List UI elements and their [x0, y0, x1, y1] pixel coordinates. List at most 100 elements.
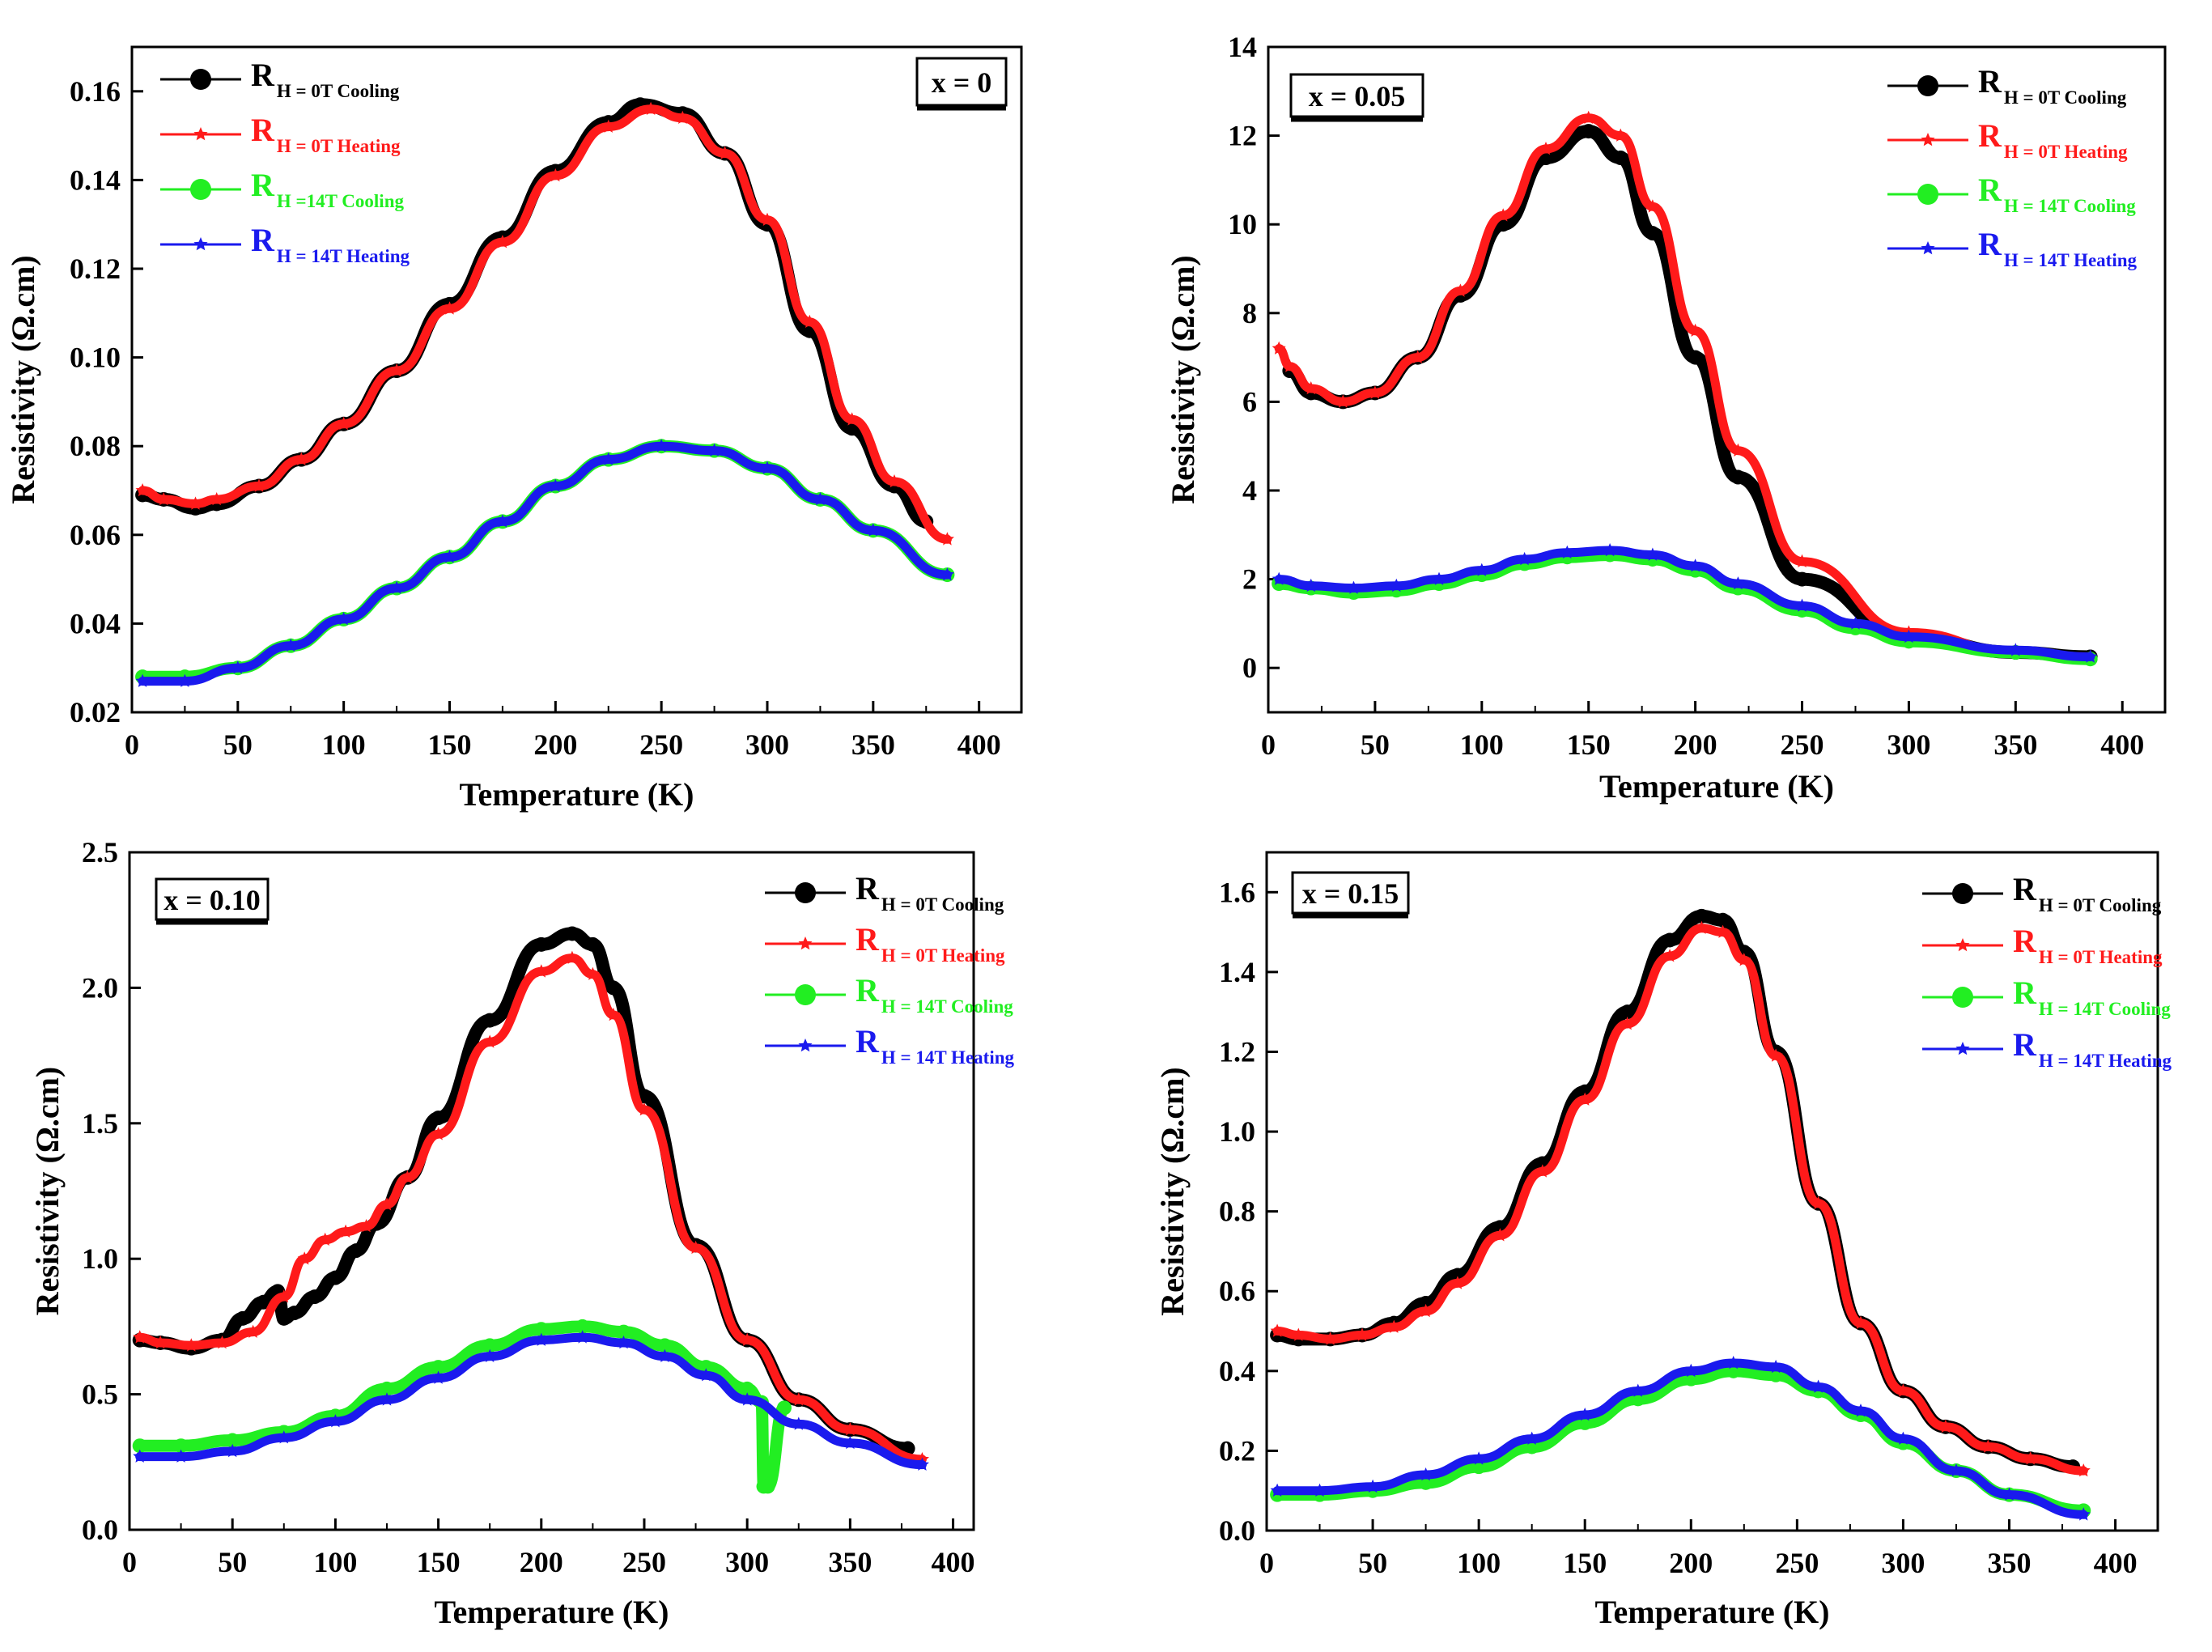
panel-tag-box [1289, 73, 1424, 118]
x-tick-label: 400 [932, 1546, 975, 1578]
data-point-heating_14T [328, 1414, 342, 1428]
data-point-heating_14T [617, 1336, 631, 1349]
x-tick-label: 300 [745, 728, 789, 761]
data-point-heating_0T [210, 492, 224, 506]
data-point-heating_0T [1768, 1048, 1783, 1062]
data-point-heating_0T [940, 532, 954, 546]
data-point-heating_0T [1492, 1228, 1507, 1242]
legend-r: R [251, 57, 275, 93]
data-point-heating_14T [1560, 545, 1574, 558]
data-point-heating_0T [359, 1219, 374, 1233]
data-point-heating_0T [1613, 128, 1628, 142]
data-point-heating_0T [2023, 1451, 2038, 1465]
legend-marker-heating_14T [798, 1038, 813, 1052]
legend-marker-cooling_0T [1952, 883, 1973, 904]
data-point-heating_0T [675, 110, 690, 124]
data-point-heating_0T [718, 146, 732, 159]
x-tick-label: 200 [1674, 728, 1717, 761]
y-axis-title: Resistivity (Ω.cm) [5, 255, 41, 504]
y-tick-label: 0.08 [70, 430, 121, 462]
legend-r: R [251, 167, 275, 203]
y-axis-title: Resistivity (Ω.cm) [29, 1067, 66, 1316]
data-point-cooling_0T [1581, 124, 1596, 139]
data-point-heating_0T [1335, 394, 1350, 408]
data-point-heating_14T [135, 673, 150, 687]
series-line-heating_14T [1274, 546, 2095, 661]
data-point-heating_14T [1730, 576, 1745, 590]
legend-subscript: H = 0T Cooling [2004, 87, 2127, 108]
data-point-cooling_0T [1645, 226, 1660, 241]
legend-subscript: H = 14T Cooling [881, 996, 1013, 1017]
data-point-heating_14T [1525, 1431, 1539, 1445]
data-point-heating_14T [1304, 578, 1318, 592]
series-layer [135, 97, 955, 687]
data-point-cooling_0T [287, 1306, 302, 1321]
data-point-heating_14T [601, 452, 616, 465]
data-point-heating_14T [657, 1348, 672, 1362]
data-point-heating_14T [1631, 1383, 1645, 1397]
panel-tag-box [915, 57, 1008, 107]
data-point-heating_14T [174, 1449, 189, 1463]
data-point-heating_14T [277, 1430, 291, 1444]
panel-tag: x = 0.15 [1302, 877, 1399, 910]
data-point-heating_14T [337, 611, 351, 626]
legend-r: R [856, 972, 880, 1009]
data-point-heating_14T [1726, 1356, 1741, 1370]
data-point-heating_14T [915, 1457, 929, 1471]
y-tick-label: 1.2 [1219, 1035, 1255, 1068]
legend-marker-cooling_14T [795, 984, 816, 1005]
data-point-heating_0T [1355, 1327, 1369, 1341]
data-point-cooling_14T [431, 1360, 446, 1375]
data-point-heating_14T [792, 1416, 806, 1430]
data-point-heating_0T [1539, 142, 1553, 155]
x-tick-label: 350 [828, 1546, 872, 1578]
data-point-heating_0T [1411, 350, 1425, 363]
data-point-heating_0T [277, 1289, 291, 1303]
legend-marker-heating_14T [193, 237, 208, 251]
data-point-heating_0T [802, 314, 817, 328]
data-point-cooling_14T [657, 1338, 673, 1353]
data-point-heating_0T [1662, 949, 1677, 962]
data-point-heating_0T [1535, 1164, 1550, 1178]
data-point-heating_14T [431, 1370, 446, 1384]
data-point-heating_0T [1450, 1276, 1465, 1289]
data-point-heating_14T [482, 1348, 497, 1362]
legend-subscript: H = 14T Cooling [2004, 196, 2136, 216]
legend-r: R [2013, 923, 2037, 959]
data-point-cooling_0T [1620, 1004, 1635, 1020]
y-tick-label: 1.4 [1219, 956, 1255, 988]
data-point-heating_0T [1304, 381, 1318, 395]
legend-marker-cooling_14T [1952, 987, 1973, 1008]
y-tick-label: 4 [1242, 474, 1257, 507]
data-point-heating_0T [1716, 924, 1730, 938]
x-tick-label: 0 [122, 1546, 137, 1578]
y-tick-label: 0.04 [70, 607, 121, 639]
legend-subscript: H = 0T Cooling [881, 894, 1004, 915]
data-point-heating_0T [887, 474, 902, 488]
data-point-cooling_0T [1730, 469, 1746, 485]
data-point-cooling_14T [533, 1322, 549, 1337]
data-point-heating_14T [1347, 580, 1361, 594]
y-tick-label: 0.12 [70, 253, 121, 285]
data-point-cooling_14T [379, 1381, 394, 1396]
y-tick-label: 0.2 [1219, 1434, 1255, 1467]
data-point-heating_0T [400, 1170, 414, 1183]
data-point-cooling_0T [1715, 912, 1730, 928]
data-point-cooling_14T [575, 1319, 590, 1334]
legend-r: R [1978, 172, 2002, 208]
legend-r: R [1978, 117, 2002, 154]
x-axis-title: Temperature (K) [460, 776, 694, 813]
data-point-heating_14T [1645, 547, 1660, 561]
y-axis-title: Resistivity (Ω.cm) [1154, 1067, 1191, 1316]
x-tick-label: 100 [1457, 1547, 1501, 1579]
data-point-heating_14T [133, 1449, 147, 1463]
data-point-heating_0T [1577, 1092, 1592, 1106]
data-point-heating_0T [389, 363, 404, 377]
legend-subscript: H = 0T Heating [2039, 947, 2163, 967]
data-point-cooling_14T [482, 1338, 498, 1353]
data-point-heating_0T [760, 212, 775, 226]
